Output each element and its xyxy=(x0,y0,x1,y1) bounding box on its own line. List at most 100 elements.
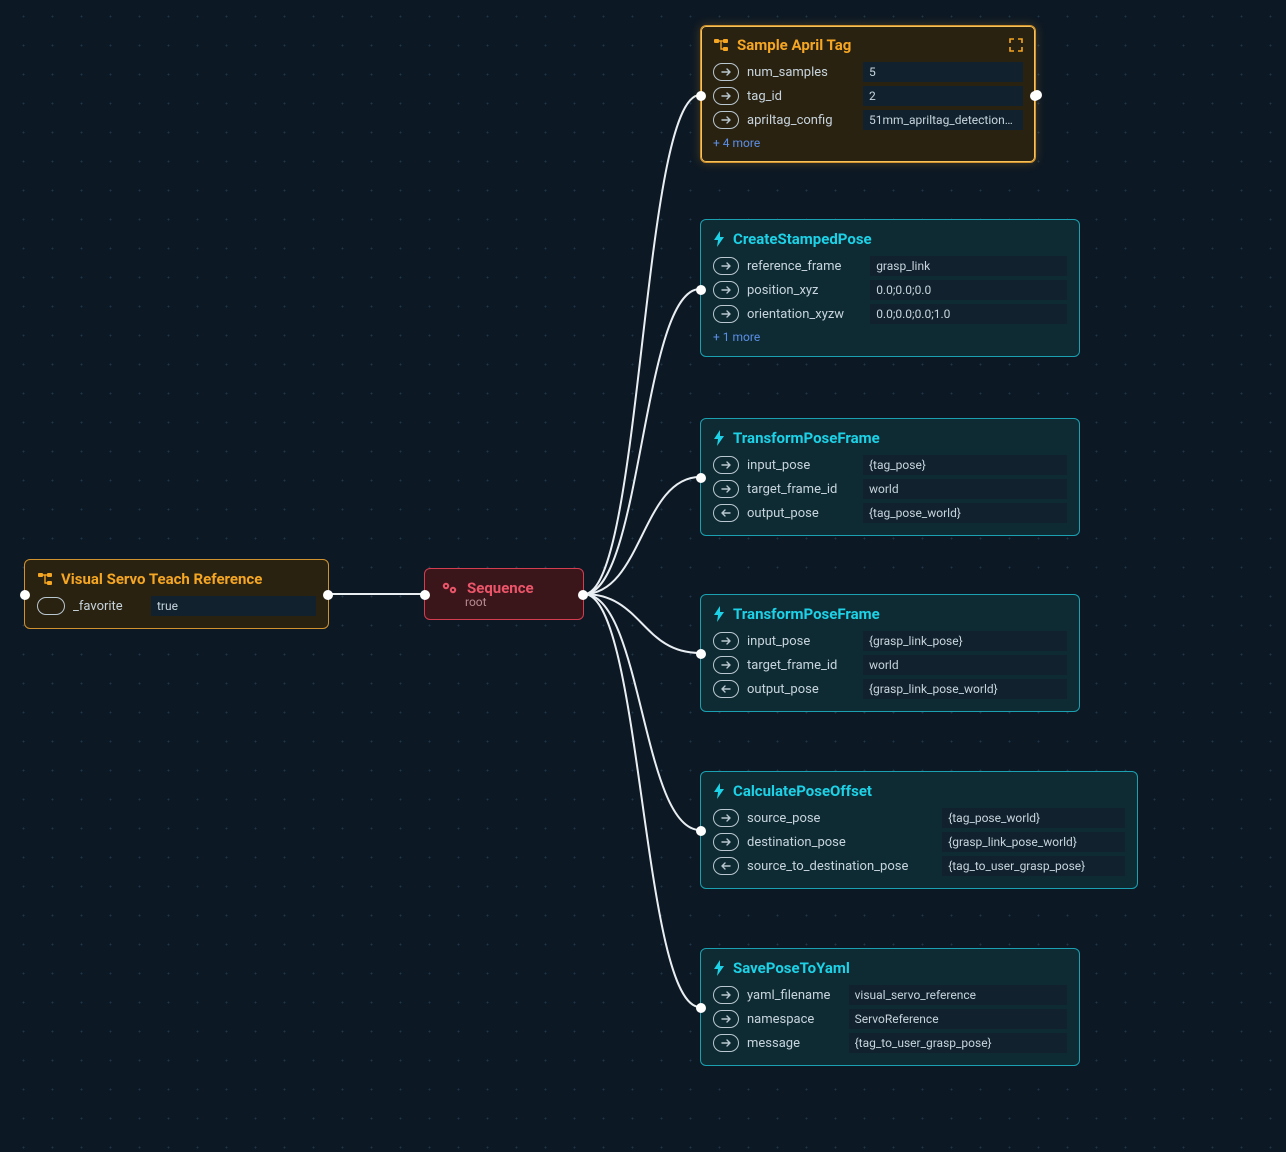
node-header[interactable]: Visual Servo Teach Reference xyxy=(37,570,316,588)
out-port[interactable] xyxy=(1032,90,1042,100)
param-value[interactable]: {tag_to_user_grasp_pose} xyxy=(849,1033,1067,1053)
param-row: message {tag_to_user_grasp_pose} xyxy=(713,1033,1067,1053)
more-link[interactable]: + 1 more xyxy=(713,330,1067,344)
params: yaml_filename visual_servo_reference nam… xyxy=(713,985,1067,1053)
node-header[interactable]: TransformPoseFrame xyxy=(713,429,1067,447)
param-value[interactable]: ServoReference xyxy=(849,1009,1067,1029)
expand-icon[interactable] xyxy=(1009,38,1023,52)
param-label: input_pose xyxy=(747,634,855,649)
in-port[interactable] xyxy=(696,91,706,101)
out-port[interactable] xyxy=(578,590,588,600)
param-label: destination_pose xyxy=(747,835,934,850)
param-value[interactable]: world xyxy=(863,655,1067,675)
node-title: SavePoseToYaml xyxy=(733,959,850,977)
port-in-icon xyxy=(713,1034,739,1052)
param-row: reference_frame grasp_link xyxy=(713,256,1067,276)
param-value[interactable]: 51mm_apriltag_detection_con xyxy=(863,110,1023,130)
param-row: orientation_xyzw 0.0;0.0;0.0;1.0 xyxy=(713,304,1067,324)
param-label: _favorite xyxy=(73,599,143,614)
node-title: CreateStampedPose xyxy=(733,230,872,248)
in-port[interactable] xyxy=(696,826,706,836)
param-row: tag_id 2 xyxy=(713,86,1023,106)
param-label: target_frame_id xyxy=(747,658,855,673)
node-transform_pose_1[interactable]: TransformPoseFrame input_pose {tag_pose}… xyxy=(700,418,1080,536)
port-out-icon xyxy=(713,680,739,698)
node-root[interactable]: Visual Servo Teach Reference _favorite t… xyxy=(24,559,329,629)
in-port[interactable] xyxy=(696,285,706,295)
out-port[interactable] xyxy=(323,590,333,600)
param-value[interactable]: visual_servo_reference xyxy=(849,985,1067,1005)
in-port[interactable] xyxy=(20,590,30,600)
param-value[interactable]: grasp_link xyxy=(870,256,1067,276)
param-value[interactable]: {grasp_link_pose_world} xyxy=(863,679,1067,699)
param-value[interactable]: {grasp_link_pose_world} xyxy=(942,832,1125,852)
param-label: tag_id xyxy=(747,89,855,104)
param-row: target_frame_id world xyxy=(713,479,1067,499)
param-value[interactable]: {tag_pose_world} xyxy=(942,808,1125,828)
port-in-icon xyxy=(713,480,739,498)
param-label: apriltag_config xyxy=(747,113,855,128)
param-value[interactable]: 0.0;0.0;0.0 xyxy=(870,280,1067,300)
param-label: namespace xyxy=(747,1012,841,1027)
port-in-icon xyxy=(713,1010,739,1028)
port-in-icon xyxy=(713,656,739,674)
in-port[interactable] xyxy=(696,473,706,483)
param-label: yaml_filename xyxy=(747,988,841,1003)
param-row: source_to_destination_pose {tag_to_user_… xyxy=(713,856,1125,876)
param-value[interactable]: 2 xyxy=(863,86,1023,106)
param-row: destination_pose {grasp_link_pose_world} xyxy=(713,832,1125,852)
param-row: input_pose {tag_pose} xyxy=(713,455,1067,475)
more-link[interactable]: + 4 more xyxy=(713,136,1023,150)
in-port[interactable] xyxy=(696,649,706,659)
param-value[interactable]: 0.0;0.0;0.0;1.0 xyxy=(870,304,1067,324)
node-title: TransformPoseFrame xyxy=(733,429,880,447)
param-value[interactable]: {grasp_link_pose} xyxy=(863,631,1067,651)
param-value[interactable]: {tag_pose} xyxy=(863,455,1067,475)
param-label: orientation_xyzw xyxy=(747,307,862,322)
node-create_stamped_pose[interactable]: CreateStampedPose reference_frame grasp_… xyxy=(700,219,1080,357)
param-row: apriltag_config 51mm_apriltag_detection_… xyxy=(713,110,1023,130)
canvas: Visual Servo Teach Reference _favorite t… xyxy=(0,0,1286,1152)
bolt-icon xyxy=(713,783,725,799)
params: source_pose {tag_pose_world} destination… xyxy=(713,808,1125,876)
node-header[interactable]: TransformPoseFrame xyxy=(713,605,1067,623)
param-value[interactable]: world xyxy=(863,479,1067,499)
node-transform_pose_2[interactable]: TransformPoseFrame input_pose {grasp_lin… xyxy=(700,594,1080,712)
param-label: output_pose xyxy=(747,506,855,521)
node-sample_april_tag[interactable]: Sample April Tag num_samples 5 tag_id 2 … xyxy=(700,25,1036,163)
node-header[interactable]: SavePoseToYaml xyxy=(713,959,1067,977)
node-header[interactable]: CalculatePoseOffset xyxy=(713,782,1125,800)
param-value[interactable]: 5 xyxy=(863,62,1023,82)
port-out-icon xyxy=(713,504,739,522)
node-calc_offset[interactable]: CalculatePoseOffset source_pose {tag_pos… xyxy=(700,771,1138,889)
param-row: namespace ServoReference xyxy=(713,1009,1067,1029)
node-header[interactable]: CreateStampedPose xyxy=(713,230,1067,248)
param-label: num_samples xyxy=(747,65,855,80)
param-label: output_pose xyxy=(747,682,855,697)
in-port[interactable] xyxy=(420,590,430,600)
params: num_samples 5 tag_id 2 apriltag_config 5… xyxy=(713,62,1023,130)
gears-icon xyxy=(441,580,459,596)
subtree-icon xyxy=(713,38,729,52)
bolt-icon xyxy=(713,606,725,622)
port-in-icon xyxy=(713,833,739,851)
port-in-icon xyxy=(713,809,739,827)
port-in-icon xyxy=(713,257,739,275)
param-value[interactable]: {tag_to_user_grasp_pose} xyxy=(942,856,1125,876)
param-label: message xyxy=(747,1036,841,1051)
node-header[interactable]: Sample April Tag xyxy=(713,36,1023,54)
port-in-icon xyxy=(713,632,739,650)
param-label: source_to_destination_pose xyxy=(747,859,934,874)
port-in-icon xyxy=(713,87,739,105)
in-port[interactable] xyxy=(696,1003,706,1013)
node-save_yaml[interactable]: SavePoseToYaml yaml_filename visual_serv… xyxy=(700,948,1080,1066)
param-row: yaml_filename visual_servo_reference xyxy=(713,985,1067,1005)
port-pill xyxy=(37,597,65,615)
node-sequence[interactable]: Sequence root xyxy=(424,568,584,620)
subtree-icon xyxy=(37,572,53,586)
param-row: input_pose {grasp_link_pose} xyxy=(713,631,1067,651)
param-value[interactable]: true xyxy=(151,596,316,616)
param-value[interactable]: {tag_pose_world} xyxy=(863,503,1067,523)
port-in-icon xyxy=(713,281,739,299)
node-title: Sample April Tag xyxy=(737,36,851,54)
